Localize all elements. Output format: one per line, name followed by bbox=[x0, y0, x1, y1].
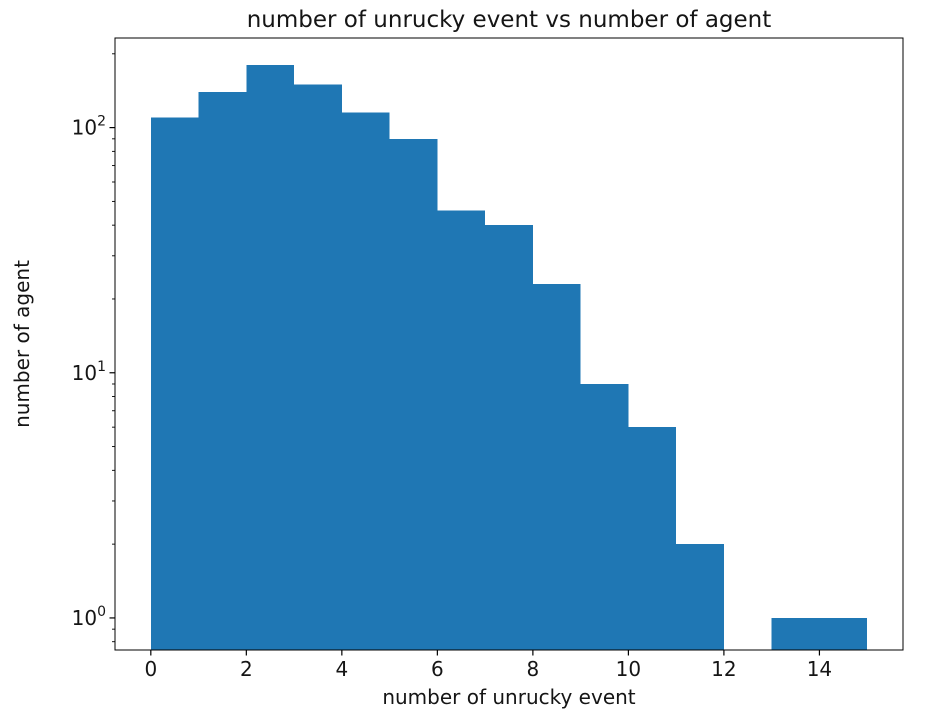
histogram-bar bbox=[819, 617, 868, 650]
histogram-bar bbox=[246, 65, 295, 650]
x-tick-label: 2 bbox=[240, 657, 253, 681]
x-tick-label: 12 bbox=[711, 657, 736, 681]
histogram-bar bbox=[532, 284, 581, 650]
chart-title: number of unrucky event vs number of age… bbox=[246, 7, 772, 33]
histogram-bar bbox=[294, 84, 342, 651]
y-tick-label: 101 bbox=[72, 359, 106, 385]
y-tick-label: 100 bbox=[72, 604, 106, 630]
x-tick-label: 14 bbox=[807, 657, 832, 681]
x-tick-label: 6 bbox=[431, 657, 444, 681]
histogram-bar bbox=[389, 138, 438, 650]
y-tick-label: 102 bbox=[72, 114, 106, 140]
histogram-bar bbox=[150, 117, 199, 650]
x-tick-label: 4 bbox=[335, 657, 348, 681]
histogram-bar bbox=[437, 210, 486, 650]
histogram-bar bbox=[580, 383, 629, 650]
x-axis-label: number of unrucky event bbox=[382, 685, 636, 709]
histogram-bar bbox=[676, 544, 724, 650]
x-tick-label: 10 bbox=[616, 657, 641, 681]
histogram-bar bbox=[485, 225, 533, 650]
plot-frame bbox=[114, 37, 904, 651]
histogram-bar bbox=[341, 112, 390, 650]
y-axis-label: number of agent bbox=[10, 260, 34, 428]
histogram-bar bbox=[198, 91, 247, 651]
histogram-bar bbox=[628, 427, 677, 650]
x-tick-label: 8 bbox=[527, 657, 540, 681]
x-tick-label: 0 bbox=[144, 657, 157, 681]
histogram-bar bbox=[771, 617, 820, 650]
